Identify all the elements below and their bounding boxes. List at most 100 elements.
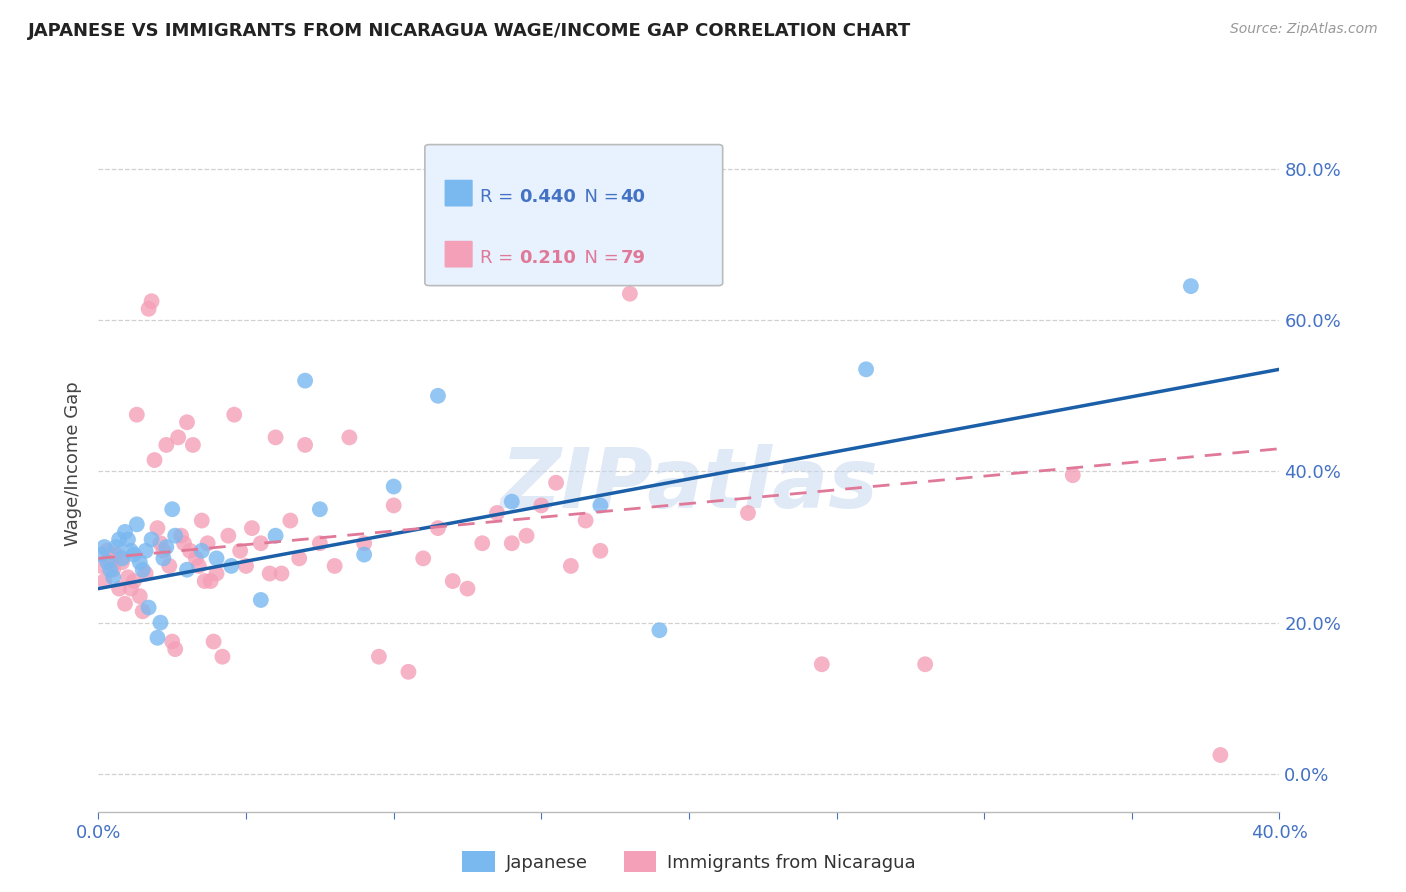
- Point: [456, 582, 478, 596]
- Point: [152, 543, 174, 558]
- Point: [128, 589, 150, 603]
- Point: [501, 494, 523, 508]
- Point: [187, 558, 209, 573]
- Text: ZIPatlas: ZIPatlas: [501, 444, 877, 525]
- Point: [125, 408, 148, 422]
- Point: [353, 548, 375, 562]
- Point: [98, 555, 121, 569]
- Point: [146, 631, 169, 645]
- Point: [737, 506, 759, 520]
- Point: [117, 533, 139, 547]
- Text: N =: N =: [572, 188, 624, 206]
- Point: [250, 536, 273, 550]
- Point: [155, 540, 177, 554]
- Point: [162, 634, 183, 648]
- Point: [250, 593, 273, 607]
- Text: R =: R =: [479, 188, 519, 206]
- Point: [128, 555, 150, 569]
- Point: [98, 563, 121, 577]
- Point: [176, 415, 198, 429]
- Point: [810, 657, 832, 672]
- Point: [149, 536, 172, 550]
- Point: [143, 453, 166, 467]
- Text: 40: 40: [620, 188, 645, 206]
- Point: [184, 551, 207, 566]
- Point: [122, 548, 145, 562]
- Point: [103, 563, 125, 577]
- Point: [108, 582, 131, 596]
- Point: [108, 533, 131, 547]
- Point: [309, 536, 332, 550]
- Point: [138, 600, 160, 615]
- Point: [125, 517, 148, 532]
- Point: [165, 642, 187, 657]
- Text: Source: ZipAtlas.com: Source: ZipAtlas.com: [1230, 22, 1378, 37]
- Point: [1209, 747, 1232, 762]
- Point: [589, 499, 612, 513]
- Point: [194, 574, 217, 588]
- Point: [855, 362, 877, 376]
- Point: [191, 514, 214, 528]
- Point: [546, 475, 568, 490]
- Point: [155, 438, 177, 452]
- Point: [114, 597, 136, 611]
- Text: JAPANESE VS IMMIGRANTS FROM NICARAGUA WAGE/INCOME GAP CORRELATION CHART: JAPANESE VS IMMIGRANTS FROM NICARAGUA WA…: [28, 22, 911, 40]
- Text: 0.210: 0.210: [519, 249, 576, 267]
- Point: [105, 540, 128, 554]
- Point: [120, 582, 142, 596]
- Text: N =: N =: [572, 249, 624, 267]
- Point: [141, 294, 163, 309]
- Point: [111, 551, 134, 566]
- Point: [353, 536, 375, 550]
- Point: [205, 566, 228, 581]
- Point: [217, 529, 239, 543]
- Y-axis label: Wage/Income Gap: Wage/Income Gap: [65, 382, 83, 546]
- Point: [294, 374, 316, 388]
- Point: [530, 499, 553, 513]
- Point: [149, 615, 172, 630]
- Point: [179, 543, 201, 558]
- Point: [396, 665, 419, 679]
- Point: [197, 536, 219, 550]
- Point: [135, 566, 157, 581]
- Point: [200, 574, 222, 588]
- Point: [132, 563, 155, 577]
- Point: [176, 563, 198, 577]
- Point: [96, 555, 118, 569]
- Point: [574, 514, 596, 528]
- Point: [90, 558, 112, 573]
- Point: [132, 604, 155, 618]
- Point: [309, 502, 332, 516]
- Point: [162, 502, 183, 516]
- Point: [1062, 468, 1084, 483]
- Point: [1180, 279, 1202, 293]
- Point: [181, 438, 204, 452]
- Point: [235, 558, 257, 573]
- Point: [202, 634, 225, 648]
- Point: [93, 574, 115, 588]
- Point: [914, 657, 936, 672]
- Point: [515, 529, 537, 543]
- Point: [224, 408, 246, 422]
- Point: [120, 543, 142, 558]
- Point: [323, 558, 346, 573]
- Text: 0.440: 0.440: [519, 188, 576, 206]
- Point: [486, 506, 509, 520]
- Point: [278, 514, 302, 528]
- Point: [427, 521, 450, 535]
- Point: [105, 548, 128, 562]
- Point: [560, 558, 582, 573]
- Point: [211, 649, 233, 664]
- Point: [103, 570, 125, 584]
- Point: [240, 521, 263, 535]
- Point: [471, 536, 494, 550]
- Point: [117, 570, 139, 584]
- Point: [501, 536, 523, 550]
- Point: [264, 529, 287, 543]
- Point: [173, 536, 195, 550]
- Point: [589, 543, 612, 558]
- Point: [619, 286, 641, 301]
- Point: [412, 551, 434, 566]
- Point: [167, 430, 190, 444]
- Text: R =: R =: [479, 249, 519, 267]
